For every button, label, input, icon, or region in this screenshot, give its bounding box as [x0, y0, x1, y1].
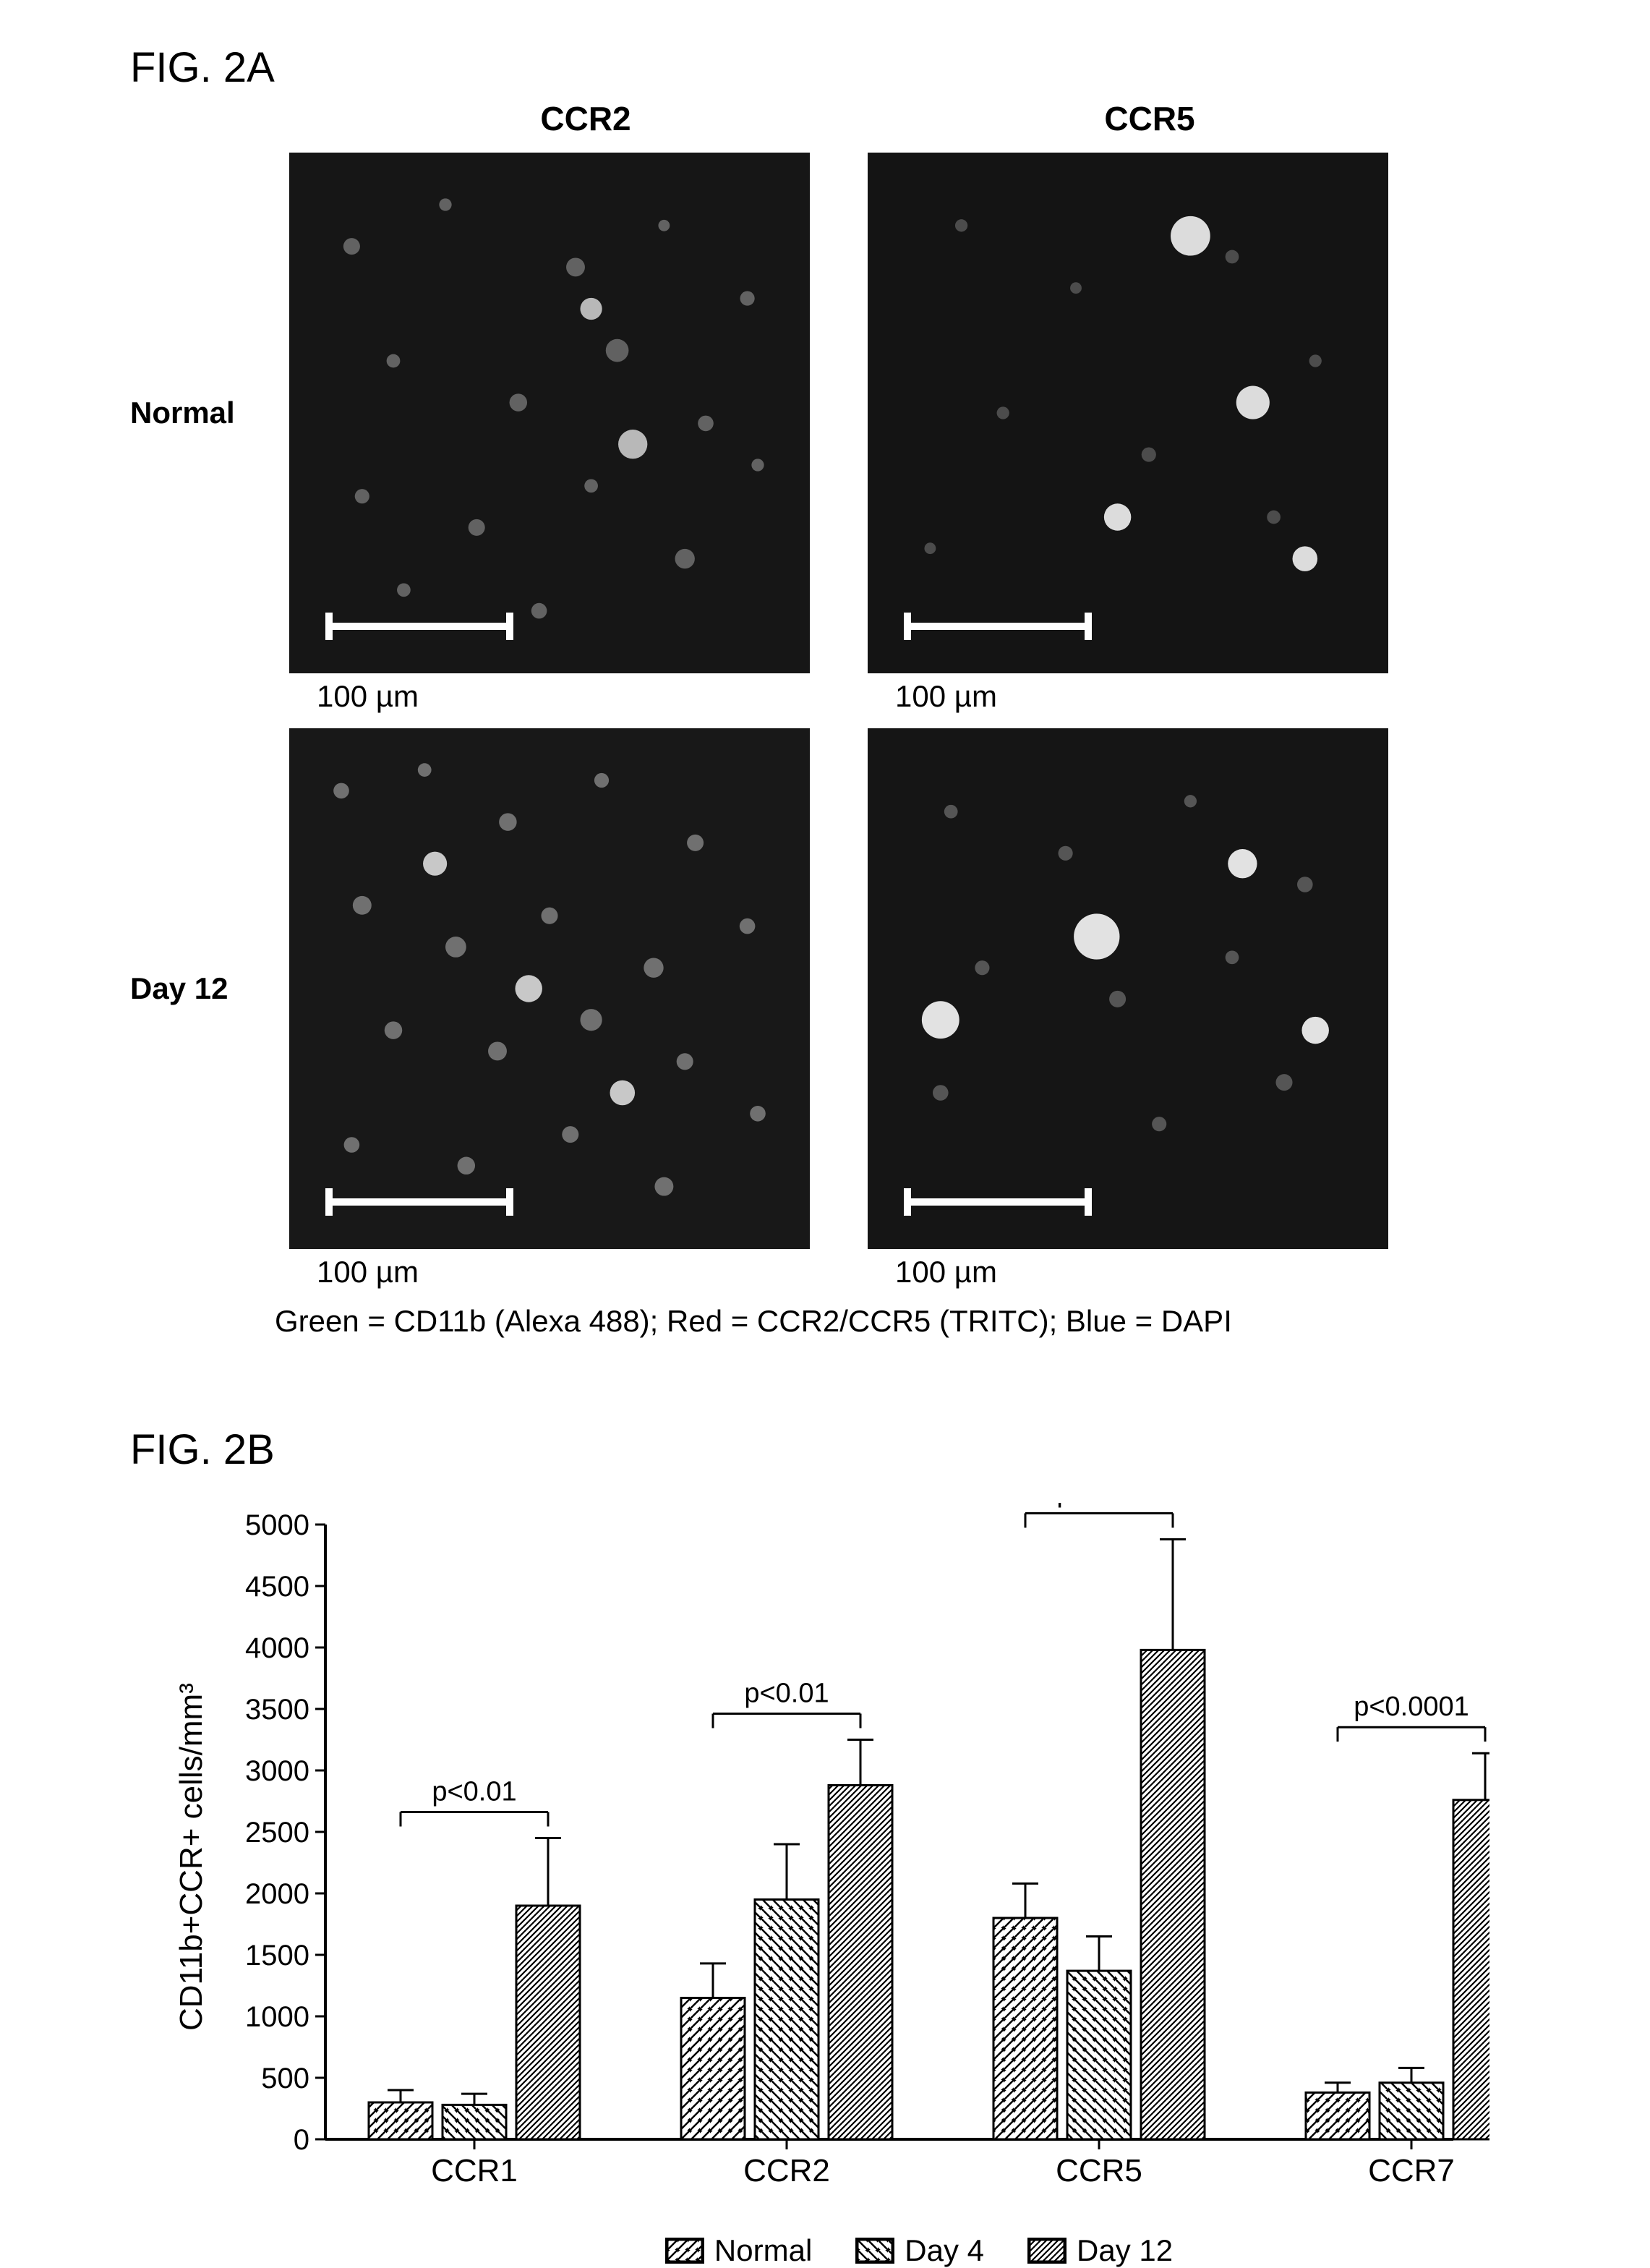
- svg-text:CCR2: CCR2: [743, 2153, 830, 2188]
- svg-text:1500: 1500: [245, 1940, 309, 1971]
- scalebar-icon: [325, 623, 513, 630]
- svg-text:p<0.05: p<0.05: [1056, 1503, 1141, 1508]
- legend-swatch-day12: [1027, 2238, 1066, 2264]
- micrograph-normal-ccr5: [868, 153, 1388, 673]
- svg-text:CCR7: CCR7: [1368, 2153, 1455, 2188]
- micrograph-day12-ccr2: [289, 728, 810, 1249]
- figure-2b-label: FIG. 2B: [130, 1425, 1563, 1474]
- svg-text:p<0.01: p<0.01: [432, 1777, 516, 1807]
- micrograph-day12-ccr5: [868, 728, 1388, 1249]
- col-header-ccr5: CCR5: [868, 99, 1432, 138]
- svg-text:3500: 3500: [245, 1694, 309, 1726]
- row-label-day12: Day 12: [130, 971, 289, 1006]
- bar-chart: 0 500 1000 1500 2000 2500 3000 3500 4000 4500 5000…: [224, 1503, 1489, 2212]
- scale-caption: 100 µm: [895, 679, 1461, 714]
- scalebar-icon: [904, 623, 1092, 630]
- scalebar-icon: [904, 1198, 1092, 1206]
- legend-day12: Day 12: [1027, 2233, 1173, 2268]
- micrograph-normal-ccr2: [289, 153, 810, 673]
- micrograph-row-day12: Day 12: [130, 728, 1563, 1249]
- scale-caption: 100 µm: [317, 679, 882, 714]
- micrograph-row-normal: Normal: [130, 153, 1563, 673]
- svg-text:3000: 3000: [245, 1755, 309, 1787]
- svg-text:0: 0: [294, 2124, 309, 2156]
- svg-text:4500: 4500: [245, 1571, 309, 1603]
- scale-caption: 100 µm: [317, 1255, 882, 1289]
- bar-chart-container: CD11b+CCR+ cells/mm³ 0 500 1000 1500 2000 250…: [174, 1503, 1563, 2212]
- panel-a-column-headers: CCR2 CCR5: [304, 99, 1563, 138]
- svg-text:1000: 1000: [245, 2001, 309, 2033]
- scalebar-icon: [325, 1198, 513, 1206]
- y-axis-label: CD11b+CCR+ cells/mm³: [174, 1503, 210, 2212]
- col-header-ccr2: CCR2: [304, 99, 868, 138]
- svg-text:500: 500: [261, 2063, 309, 2094]
- legend-day4: Day 4: [855, 2233, 984, 2268]
- legend-swatch-day4: [855, 2238, 894, 2264]
- panel-a-caption: Green = CD11b (Alexa 488); Red = CCR2/CC…: [275, 1304, 1563, 1339]
- svg-text:CCR5: CCR5: [1056, 2153, 1142, 2188]
- figure-2a: FIG. 2A CCR2 CCR5 Normal 100 µm 100 µm D…: [130, 43, 1563, 1339]
- legend-label-normal: Normal: [714, 2233, 812, 2268]
- legend-label-day4: Day 4: [905, 2233, 984, 2268]
- scale-caption-row-2: 100 µm 100 µm: [304, 1249, 1563, 1289]
- figure-2a-label: FIG. 2A: [130, 43, 1563, 92]
- row-label-normal: Normal: [130, 396, 289, 430]
- svg-text:CCR1: CCR1: [431, 2153, 518, 2188]
- svg-text:p<0.0001: p<0.0001: [1354, 1692, 1469, 1722]
- svg-text:4000: 4000: [245, 1632, 309, 1664]
- scale-caption: 100 µm: [895, 1255, 1461, 1289]
- scale-caption-row-1: 100 µm 100 µm: [304, 673, 1563, 714]
- svg-text:5000: 5000: [245, 1509, 309, 1541]
- bar-chart-svg: 0 500 1000 1500 2000 2500 3000 3500 4000 4500 5000…: [224, 1503, 1489, 2212]
- svg-text:p<0.01: p<0.01: [744, 1679, 829, 1709]
- chart-legend: Normal Day 4 Day 12: [275, 2233, 1563, 2268]
- legend-normal: Normal: [665, 2233, 812, 2268]
- legend-label-day12: Day 12: [1077, 2233, 1173, 2268]
- figure-2b: FIG. 2B CD11b+CCR+ cells/mm³ 0 500 1000 150…: [130, 1425, 1563, 2268]
- svg-text:2500: 2500: [245, 1817, 309, 1849]
- svg-text:2000: 2000: [245, 1878, 309, 1910]
- legend-swatch-normal: [665, 2238, 704, 2264]
